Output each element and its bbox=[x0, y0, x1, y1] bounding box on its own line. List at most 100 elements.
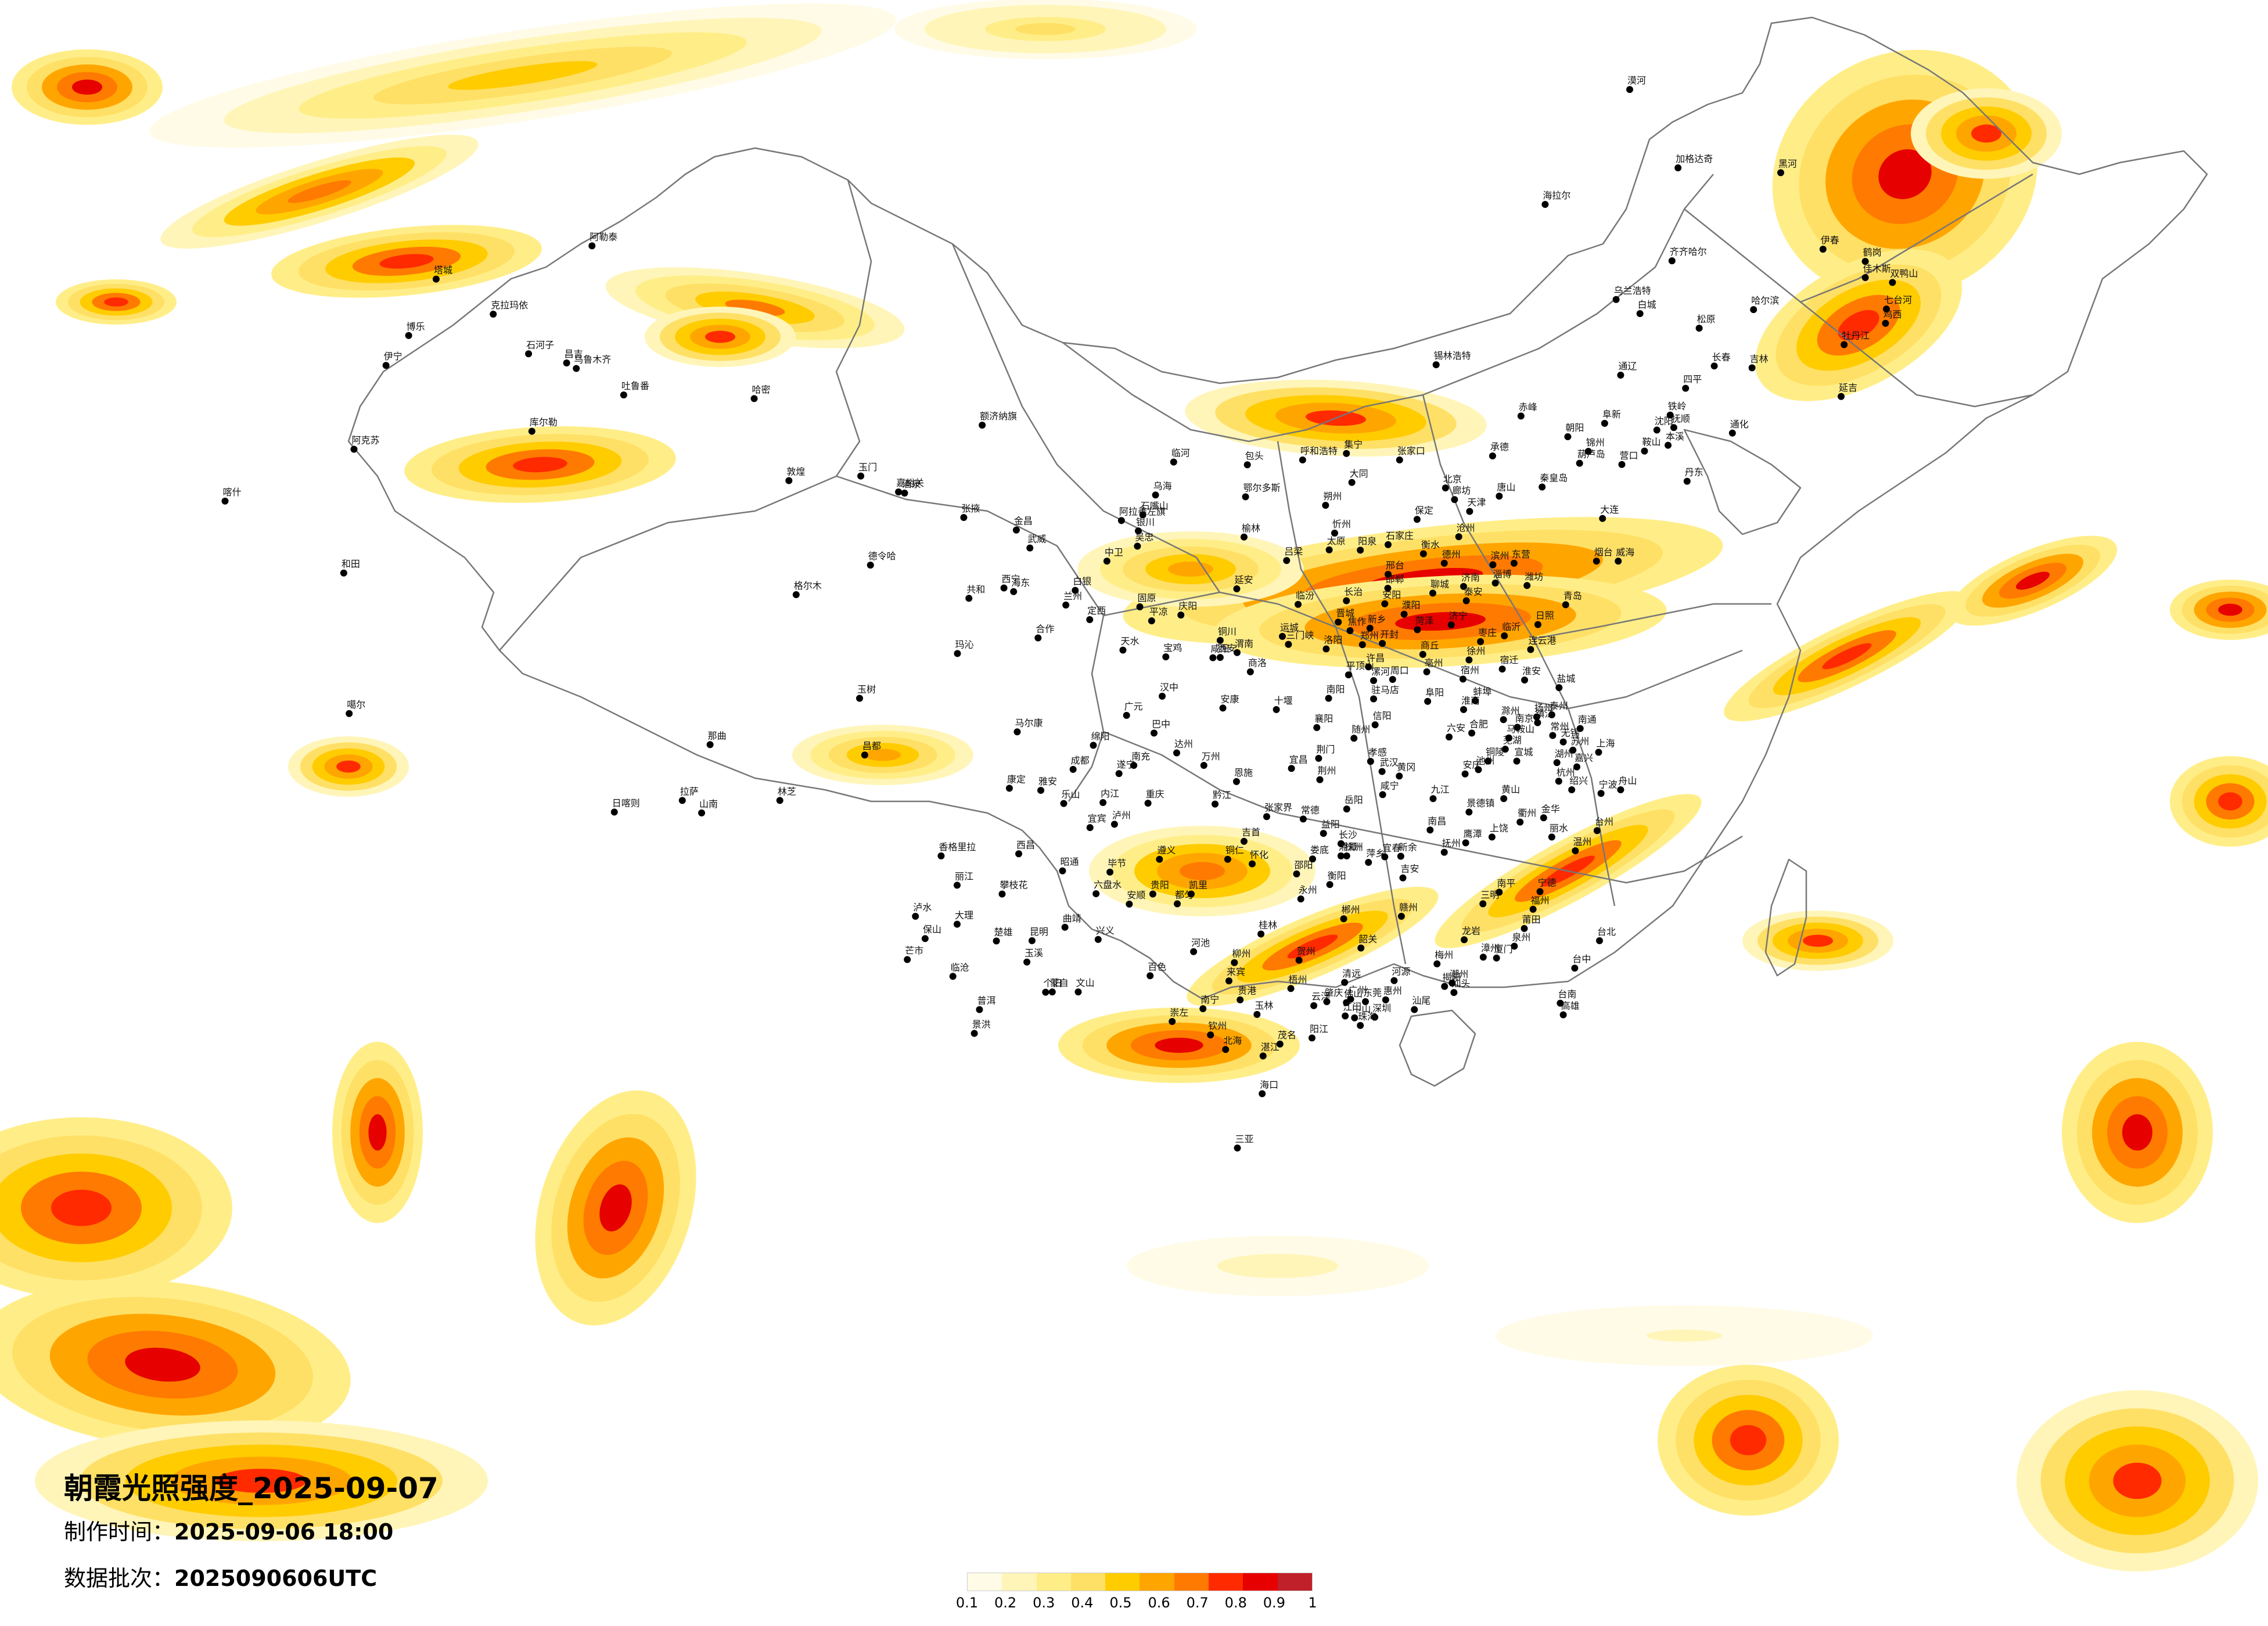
city-dot bbox=[1242, 493, 1249, 501]
city-label: 太原 bbox=[1327, 535, 1346, 546]
city-label: 南阳 bbox=[1327, 684, 1345, 695]
city-label: 贵港 bbox=[1238, 985, 1256, 997]
city-dot bbox=[1527, 646, 1534, 653]
legend-color-bar bbox=[967, 1573, 1313, 1591]
intensity-patch bbox=[2113, 1462, 2162, 1499]
intensity-patch bbox=[51, 1189, 112, 1226]
city-dot bbox=[1115, 770, 1123, 778]
city-dot bbox=[1042, 988, 1049, 996]
city-dot bbox=[1012, 526, 1020, 534]
city-label: 内江 bbox=[1101, 788, 1119, 799]
city-dot bbox=[1451, 496, 1458, 503]
city-dot bbox=[1496, 492, 1503, 500]
city-label: 丽江 bbox=[955, 870, 973, 882]
intensity-patch bbox=[336, 760, 361, 773]
city-dot bbox=[1750, 306, 1757, 314]
city-dot bbox=[1295, 956, 1303, 964]
city-dot bbox=[1343, 999, 1350, 1006]
city-label: 赣州 bbox=[1399, 902, 1418, 913]
city-label: 深圳 bbox=[1372, 1003, 1391, 1014]
city-dot bbox=[856, 695, 863, 702]
city-dot bbox=[1505, 734, 1512, 742]
batch-label: 数据批次： bbox=[64, 1566, 175, 1591]
city-dot bbox=[1617, 786, 1624, 793]
city-label: 常州 bbox=[1550, 721, 1569, 732]
city-dot bbox=[1595, 749, 1602, 756]
city-label: 新余 bbox=[1399, 841, 1417, 852]
city-label: 赤峰 bbox=[1519, 401, 1537, 412]
city-label: 钦州 bbox=[1208, 1020, 1227, 1031]
city-dot bbox=[1513, 757, 1521, 765]
made-time-label: 制作时间： bbox=[64, 1519, 175, 1545]
city-dot bbox=[1617, 372, 1624, 379]
city-dot bbox=[1343, 805, 1350, 813]
city-dot bbox=[678, 797, 686, 804]
city-dot bbox=[1365, 663, 1372, 671]
city-label: 张家口 bbox=[1397, 445, 1425, 456]
legend-swatch-7 bbox=[1174, 1573, 1209, 1591]
city-dot bbox=[1371, 1013, 1379, 1021]
city-label: 萍乡 bbox=[1366, 848, 1385, 859]
city-label: 漯河 bbox=[1371, 666, 1390, 677]
city-dot bbox=[1139, 511, 1146, 519]
intensity-raster bbox=[0, 0, 2268, 1571]
city-label: 马鞍山 bbox=[1507, 724, 1534, 735]
city-dot bbox=[1728, 429, 1736, 437]
city-dot bbox=[1576, 725, 1584, 732]
city-label: 临沧 bbox=[951, 962, 969, 973]
city-dot bbox=[1576, 459, 1583, 467]
city-dot bbox=[1411, 1006, 1418, 1013]
city-dot bbox=[1234, 649, 1241, 656]
city-label: 鄂尔多斯 bbox=[1243, 482, 1281, 493]
city-label: 温州 bbox=[1573, 836, 1591, 847]
city-label: 乌海 bbox=[1153, 480, 1172, 491]
city-label: 台北 bbox=[1597, 926, 1616, 937]
city-label: 汉中 bbox=[1160, 682, 1178, 693]
city-dot bbox=[1521, 924, 1528, 932]
city-label: 牡丹江 bbox=[1842, 330, 1870, 341]
city-dot bbox=[1510, 559, 1518, 567]
city-dot bbox=[1295, 600, 1302, 608]
city-label: 龙岩 bbox=[1462, 925, 1480, 936]
city-dot bbox=[1287, 985, 1295, 992]
city-label: 铁岭 bbox=[1668, 401, 1687, 412]
city-dot bbox=[1134, 542, 1141, 550]
city-label: 凯里 bbox=[1189, 880, 1207, 891]
city-label: 泸州 bbox=[1112, 810, 1131, 821]
city-label: 盐城 bbox=[1557, 673, 1575, 684]
city-dot bbox=[1246, 668, 1254, 675]
city-dot bbox=[1396, 772, 1403, 780]
intensity-patch bbox=[1971, 124, 2001, 143]
city-dot bbox=[1357, 1021, 1364, 1029]
city-label: 阜阳 bbox=[1425, 687, 1444, 698]
city-dot bbox=[1541, 201, 1549, 208]
city-label: 锡林浩特 bbox=[1434, 350, 1471, 361]
city-label: 崇左 bbox=[1170, 1007, 1188, 1018]
city-dot bbox=[750, 395, 758, 402]
city-dot bbox=[1777, 169, 1784, 177]
city-label: 齐齐哈尔 bbox=[1670, 246, 1707, 257]
city-label: 铜川 bbox=[1218, 626, 1237, 637]
intensity-patch bbox=[125, 1347, 200, 1382]
city-dot bbox=[1485, 757, 1492, 765]
city-label: 吉安 bbox=[1400, 864, 1419, 875]
city-dot bbox=[1240, 533, 1248, 541]
city-label: 无锡 bbox=[1561, 728, 1580, 739]
city-label: 濮阳 bbox=[1402, 600, 1421, 611]
city-label: 成都 bbox=[1071, 755, 1090, 766]
city-label: 昌都 bbox=[862, 740, 881, 751]
city-label: 廊坊 bbox=[1452, 485, 1471, 496]
city-dot bbox=[1385, 570, 1392, 578]
city-dot bbox=[960, 514, 968, 521]
city-dot bbox=[706, 741, 714, 749]
city-label: 台州 bbox=[1595, 816, 1613, 827]
city-label: 金华 bbox=[1541, 803, 1560, 814]
city-label: 文山 bbox=[1076, 977, 1094, 988]
city-dot bbox=[1413, 516, 1421, 523]
city-label: 佳木斯 bbox=[1863, 263, 1891, 274]
city-label: 通辽 bbox=[1618, 361, 1637, 372]
city-dot bbox=[1477, 638, 1485, 645]
city-dot bbox=[1357, 546, 1364, 554]
city-dot bbox=[949, 973, 957, 980]
city-dot bbox=[1489, 561, 1497, 569]
